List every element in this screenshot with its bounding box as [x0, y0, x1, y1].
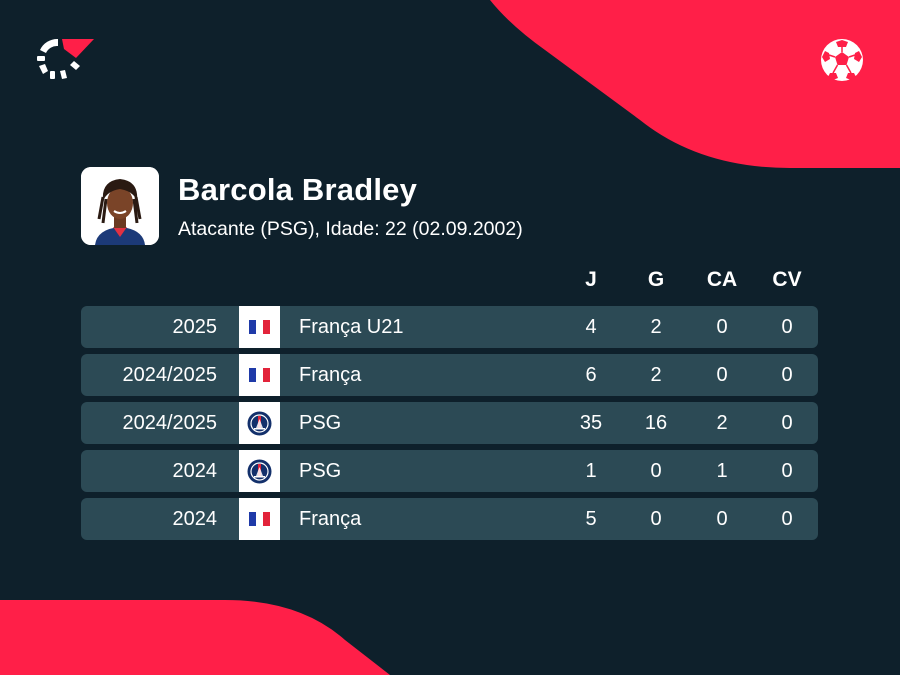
team-badge	[239, 354, 280, 396]
team-name: França	[299, 364, 362, 386]
stat-j: 5	[585, 508, 597, 530]
column-header-j: J	[585, 268, 597, 291]
france-flag-icon	[249, 368, 270, 382]
psg-crest-icon	[247, 459, 272, 484]
stat-ca: 0	[716, 364, 728, 386]
stat-ca: 0	[716, 316, 728, 338]
france-flag-icon	[249, 320, 270, 334]
player-position-age: Atacante (PSG), Idade: 22 (02.09.2002)	[178, 218, 523, 240]
team-name: PSG	[299, 412, 342, 434]
stat-cv: 0	[781, 364, 793, 386]
stat-cv: 0	[781, 316, 793, 338]
season: 2024/2025	[122, 364, 217, 386]
stat-cv: 0	[781, 460, 793, 482]
france-flag-icon	[249, 512, 270, 526]
player-name: Barcola Bradley	[178, 172, 418, 207]
stat-j: 1	[585, 460, 597, 482]
stat-g: 16	[644, 412, 668, 434]
column-header-ca: CA	[706, 268, 738, 291]
team-name: PSG	[299, 460, 342, 482]
table-row[interactable]: 2025 França U21 4 2 0 0	[81, 306, 818, 348]
season: 2024	[172, 508, 218, 530]
column-header-cv: CV	[772, 268, 802, 291]
stat-g: 0	[650, 460, 662, 482]
stat-cv: 0	[781, 412, 793, 434]
team-badge	[239, 402, 280, 444]
psg-crest-icon	[247, 411, 272, 436]
stat-cv: 0	[781, 508, 793, 530]
team-badge	[239, 498, 280, 540]
table-row[interactable]: 2024/2025 PSG 35 16 2 0	[81, 402, 818, 444]
stat-ca: 1	[716, 460, 728, 482]
table-row[interactable]: 2024 França 5 0 0 0	[81, 498, 818, 540]
flashscore-logo-icon	[37, 38, 94, 79]
stat-j: 4	[585, 316, 597, 338]
team-badge	[239, 450, 280, 492]
column-header-g: G	[647, 268, 665, 291]
stat-ca: 2	[716, 412, 728, 434]
stat-ca: 0	[716, 508, 728, 530]
team-name: França	[299, 508, 362, 530]
player-avatar	[81, 167, 159, 245]
stat-j: 35	[579, 412, 603, 434]
season: 2025	[172, 316, 218, 338]
stat-g: 0	[650, 508, 662, 530]
stat-j: 6	[585, 364, 597, 386]
season: 2024	[172, 460, 218, 482]
table-row[interactable]: 2024 PSG 1 0 1 0	[81, 450, 818, 492]
football-icon	[821, 39, 863, 81]
stat-g: 2	[650, 316, 662, 338]
season: 2024/2025	[122, 412, 217, 434]
stat-g: 2	[650, 364, 662, 386]
team-name: França U21	[299, 316, 404, 338]
team-badge	[239, 306, 280, 348]
table-row[interactable]: 2024/2025 França 6 2 0 0	[81, 354, 818, 396]
